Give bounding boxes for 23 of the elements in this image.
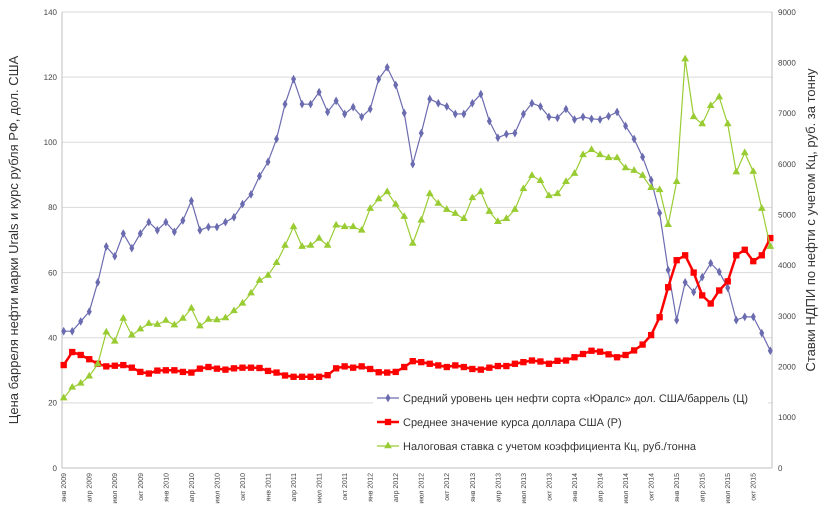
y-tick-label: 120 [44,72,58,82]
y2-tick-label: 6000 [778,160,796,169]
y-tick-label: 0 [52,464,58,473]
y-axis-title: Цена барреля нефти марки Urals и курс рубля РФ, дол. США [6,55,21,424]
y2-tick-label: 4000 [778,261,796,270]
y-tick-label: 80 [48,203,58,212]
y2-tick-label: 0 [778,464,783,473]
y2-tick-label: 9000 [778,8,796,17]
y-tick-label: 100 [44,138,58,148]
y-tick-label: 140 [44,8,58,17]
y2-axis-title: Ставки НДПИ по нефти с учетом Кц, руб. за тонну [803,68,818,372]
y-tick-label: 40 [48,334,58,343]
y2-tick-label: 5000 [778,210,796,220]
legend-label: Налоговая ставка с учетом коэффициента Кц, руб./тонна [403,440,697,453]
y2-tick-label: 2000 [778,362,796,372]
y2-tick-label: 3000 [778,312,796,321]
legend-label: Средний уровень цен нефти сорта «Юралс» дол. США/баррель (Ц) [403,392,748,405]
y2-tick-label: 1000 [778,413,796,422]
y-tick-label: 20 [48,398,58,408]
y2-tick-label: 8000 [778,58,796,68]
y2-tick-label: 7000 [778,109,796,118]
legend-label: Среднее значение курса доллара США (Р) [403,416,622,429]
y-tick-label: 60 [48,268,58,278]
